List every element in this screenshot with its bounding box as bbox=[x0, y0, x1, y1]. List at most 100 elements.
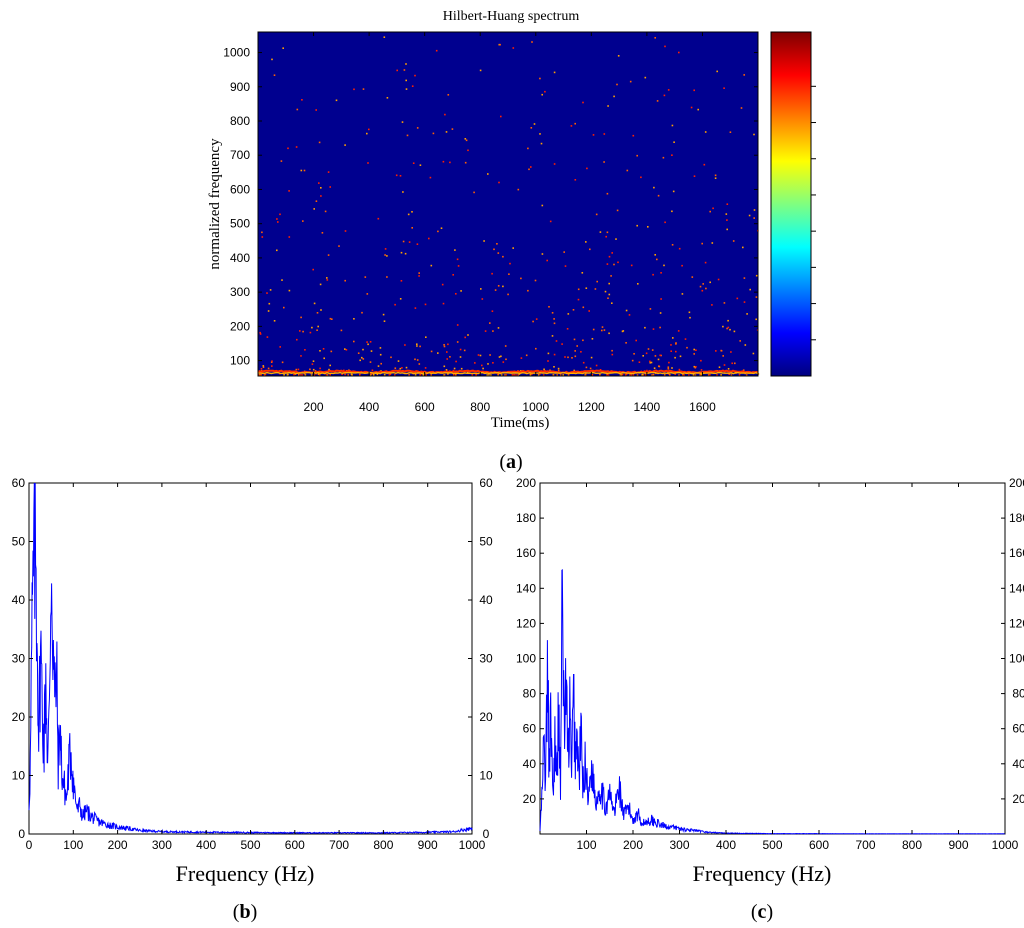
heatmap-point bbox=[561, 343, 563, 345]
heatmap-point bbox=[464, 161, 467, 164]
heatmap-point bbox=[443, 374, 445, 376]
heatmap-point bbox=[605, 235, 607, 238]
heatmap-point bbox=[464, 138, 467, 140]
y-tick-label: 180 bbox=[516, 511, 536, 525]
heatmap-point bbox=[313, 302, 316, 305]
heatmap-point bbox=[271, 365, 273, 367]
heatmap-point bbox=[644, 326, 646, 329]
heatmap-point bbox=[386, 97, 389, 99]
heatmap-point bbox=[611, 302, 613, 304]
heatmap-point bbox=[317, 373, 320, 375]
heatmap-point bbox=[491, 310, 494, 312]
heatmap-point bbox=[572, 309, 575, 311]
heatmap-point bbox=[733, 330, 736, 333]
heatmap-point bbox=[513, 374, 515, 376]
heatmap-point bbox=[411, 227, 413, 229]
heatmap-point bbox=[299, 330, 301, 332]
heatmap-point bbox=[266, 336, 269, 338]
heatmap-point bbox=[396, 69, 398, 72]
heatmap-point bbox=[626, 169, 629, 172]
heatmap-point bbox=[343, 369, 345, 372]
heatmap-point bbox=[258, 373, 261, 376]
heatmap-point bbox=[606, 192, 609, 195]
heatmap-point bbox=[532, 320, 534, 323]
heatmap-point bbox=[582, 339, 584, 342]
heatmap-point bbox=[282, 47, 284, 49]
heatmap-point bbox=[432, 132, 435, 135]
heatmap-point bbox=[296, 338, 298, 341]
heatmap-point bbox=[533, 123, 536, 125]
heatmap-point bbox=[328, 368, 330, 371]
heatmap-point bbox=[491, 272, 493, 275]
heatmap-point bbox=[494, 289, 497, 291]
heatmap-point bbox=[723, 87, 725, 89]
x-tick-label: 800 bbox=[373, 838, 393, 852]
heatmap-point bbox=[344, 144, 346, 146]
heatmap-point bbox=[440, 227, 443, 229]
y-tick-label: 500 bbox=[230, 217, 250, 231]
heatmap-point bbox=[580, 351, 582, 353]
heatmap-point bbox=[322, 348, 325, 350]
heatmap-point bbox=[369, 361, 372, 363]
chart-c-xlabel: Frequency (Hz) bbox=[693, 861, 832, 886]
heatmap-point bbox=[528, 168, 530, 171]
heatmap-point bbox=[371, 369, 374, 372]
heatmap-point bbox=[482, 367, 484, 370]
heatmap-point bbox=[607, 297, 609, 299]
heatmap-point bbox=[315, 200, 318, 202]
heatmap-point bbox=[753, 217, 755, 219]
heatmap-point bbox=[659, 312, 662, 314]
heatmap-point bbox=[344, 373, 346, 376]
heatmap-point bbox=[671, 244, 674, 246]
heatmap-point bbox=[376, 373, 379, 376]
heatmap-point bbox=[405, 79, 407, 82]
heatmap-point bbox=[693, 353, 695, 355]
heatmap-point bbox=[460, 290, 462, 292]
heatmap-point bbox=[606, 374, 608, 376]
heatmap-point bbox=[668, 361, 670, 364]
heatmap-point bbox=[678, 51, 680, 54]
heatmap-point bbox=[617, 55, 620, 57]
heatmap-point bbox=[531, 41, 533, 43]
heatmap-point bbox=[588, 310, 590, 312]
heatmap-point bbox=[608, 255, 611, 258]
heatmap-point bbox=[313, 374, 316, 376]
heatmap-point bbox=[441, 283, 444, 286]
heatmap-point bbox=[496, 243, 498, 245]
heatmap-point bbox=[341, 373, 343, 375]
heatmap-point bbox=[497, 285, 500, 287]
heatmap-point bbox=[492, 362, 494, 364]
heatmap-point bbox=[315, 109, 317, 111]
heatmap-point bbox=[271, 58, 273, 61]
heatmap-point bbox=[414, 374, 417, 376]
heatmap-point bbox=[400, 251, 403, 254]
heatmap-point bbox=[502, 255, 504, 258]
heatmap-point bbox=[725, 213, 728, 215]
heatmap-point bbox=[589, 248, 591, 251]
heatmap-point bbox=[681, 293, 684, 295]
heatmap-point bbox=[651, 349, 654, 351]
heatmap-point bbox=[727, 319, 729, 322]
heatmap-point bbox=[548, 306, 550, 308]
y-tick-label: 30 bbox=[479, 652, 493, 666]
heatmap-point bbox=[541, 204, 544, 207]
chart-a-ylabel: normalized frequency bbox=[207, 138, 223, 270]
heatmap-point bbox=[543, 368, 545, 371]
heatmap-point bbox=[471, 374, 474, 376]
heatmap-point bbox=[642, 355, 644, 357]
x-tick-label: 500 bbox=[762, 838, 782, 852]
heatmap-point bbox=[541, 93, 543, 96]
x-tick-label: 400 bbox=[716, 838, 736, 852]
heatmap-point bbox=[694, 366, 697, 369]
heatmap-point bbox=[723, 364, 726, 366]
heatmap-point bbox=[288, 236, 291, 238]
heatmap-point bbox=[699, 373, 702, 375]
heatmap-point bbox=[509, 262, 511, 265]
heatmap-point bbox=[455, 360, 457, 363]
heatmap-point bbox=[279, 346, 281, 348]
heatmap-point bbox=[645, 374, 647, 376]
heatmap-point bbox=[541, 253, 544, 255]
heatmap-point bbox=[704, 261, 707, 264]
heatmap-point bbox=[504, 345, 507, 347]
heatmap-point bbox=[318, 141, 321, 144]
